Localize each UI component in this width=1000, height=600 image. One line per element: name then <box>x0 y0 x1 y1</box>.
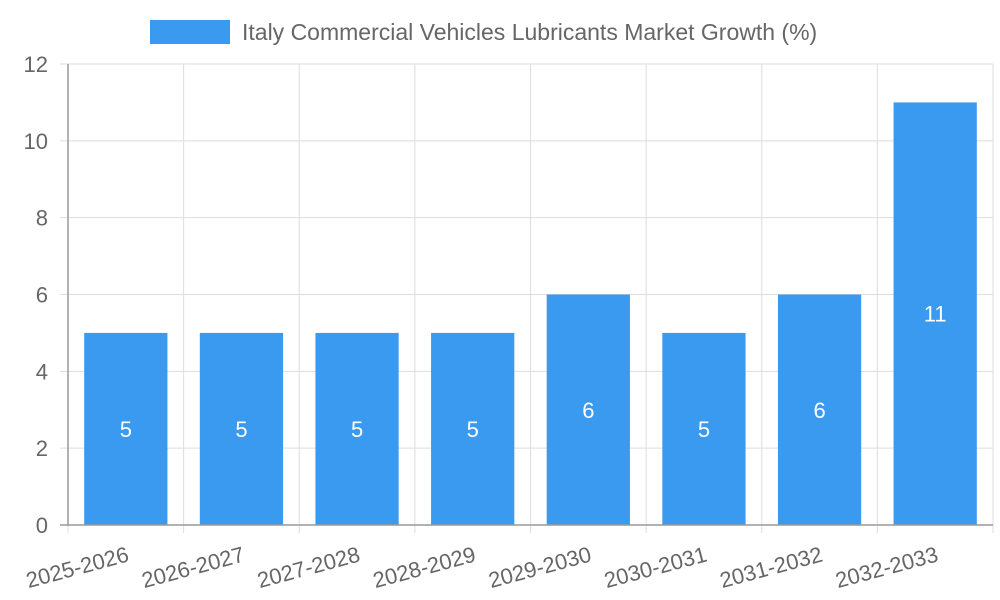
data-label: 5 <box>698 417 710 442</box>
x-tick-label: 2028-2029 <box>370 542 478 593</box>
y-tick-label: 6 <box>36 283 48 308</box>
bars <box>84 102 977 526</box>
y-tick-label: 2 <box>36 436 48 461</box>
y-tick-label: 4 <box>36 359 48 384</box>
x-tick-label: 2032-2033 <box>833 542 941 593</box>
bar <box>315 332 399 525</box>
bar <box>546 294 630 525</box>
x-tick-label: 2026-2027 <box>139 542 247 593</box>
bar <box>84 332 168 525</box>
axes <box>60 64 993 526</box>
x-tick-label: 2031-2032 <box>717 542 825 593</box>
y-axis-ticks: 0 2 4 6 8 10 12 <box>24 52 48 538</box>
data-label: 11 <box>924 302 947 327</box>
bar <box>777 294 862 525</box>
legend: Italy Commercial Vehicles Lubricants Mar… <box>150 19 817 45</box>
legend-label: Italy Commercial Vehicles Lubricants Mar… <box>242 19 817 45</box>
data-label: 6 <box>582 398 594 423</box>
y-tick-label: 8 <box>36 206 48 231</box>
data-label: 5 <box>351 417 363 442</box>
bar <box>199 332 284 525</box>
bar <box>662 332 746 525</box>
data-label: 6 <box>813 398 825 423</box>
x-tick-label: 2030-2031 <box>601 542 709 593</box>
x-tick-label: 2029-2030 <box>486 542 594 593</box>
bar <box>893 102 977 526</box>
x-tick-label: 2027-2028 <box>255 542 363 593</box>
data-label: 5 <box>120 417 132 442</box>
bar <box>431 332 515 525</box>
y-tick-label: 12 <box>24 52 48 77</box>
y-tick-label: 0 <box>36 513 48 538</box>
data-labels: 5 5 5 5 6 5 6 11 <box>120 302 947 442</box>
legend-swatch <box>150 20 230 44</box>
data-label: 5 <box>467 417 479 442</box>
data-label: 5 <box>235 417 247 442</box>
x-axis-ticks: 2025-2026 2026-2027 2027-2028 2028-2029 2029… <box>23 542 940 593</box>
x-tick-label: 2025-2026 <box>23 542 131 593</box>
y-tick-label: 10 <box>24 129 48 154</box>
